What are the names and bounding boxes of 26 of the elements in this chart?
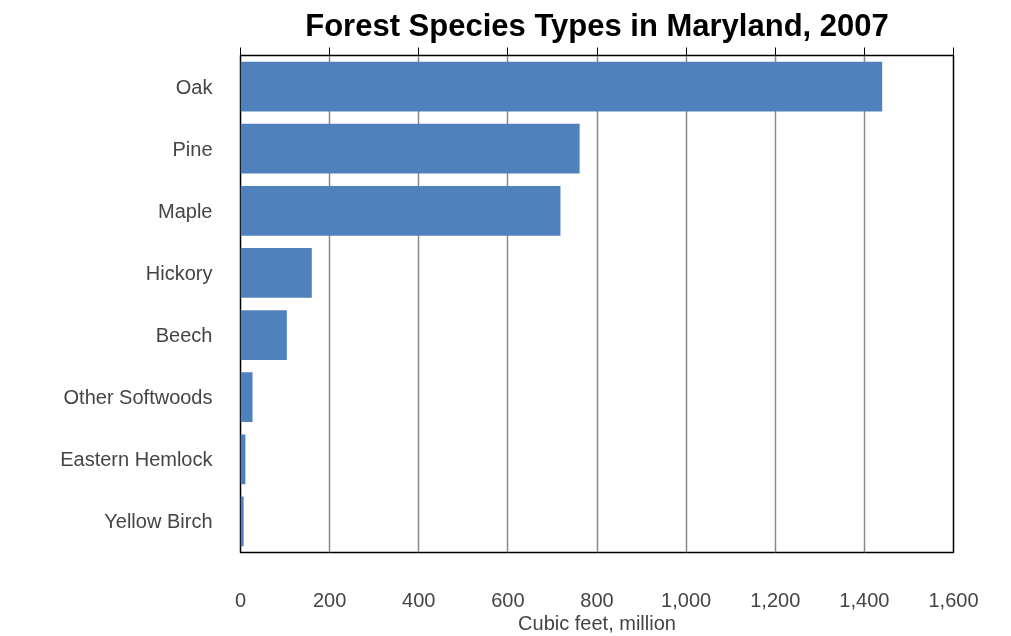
bar bbox=[240, 248, 312, 298]
x-tick-label: 1,600 bbox=[928, 588, 979, 611]
bar bbox=[240, 185, 561, 236]
y-tick-label: Oak bbox=[175, 75, 214, 98]
bar bbox=[240, 310, 287, 360]
bar bbox=[240, 372, 253, 423]
chart-title: Forest Species Types in Maryland, 2007 bbox=[305, 7, 889, 43]
x-tick-label: 1,400 bbox=[839, 588, 890, 611]
x-tick-label: 1,000 bbox=[661, 588, 712, 611]
x-tick-label: 400 bbox=[402, 588, 436, 611]
bar bbox=[240, 61, 883, 112]
bar bbox=[240, 123, 580, 174]
bar bbox=[240, 496, 244, 547]
x-axis-title: Cubic feet, million bbox=[518, 611, 676, 634]
y-tick-label: Maple bbox=[158, 199, 213, 222]
x-tick-label: 600 bbox=[491, 588, 525, 611]
y-tick-label: Hickory bbox=[145, 261, 213, 284]
x-tick-label: 200 bbox=[312, 588, 347, 611]
x-tick-label: 0 bbox=[234, 588, 247, 611]
y-tick-label: Eastern Hemlock bbox=[60, 448, 214, 471]
y-tick-label: Beech bbox=[155, 324, 213, 347]
y-tick-label: Yellow Birch bbox=[104, 510, 213, 533]
y-tick-label: Other Softwoods bbox=[63, 386, 213, 409]
x-tick-label: 800 bbox=[580, 588, 614, 611]
y-tick-label: Pine bbox=[172, 137, 213, 160]
x-tick-label: 1,200 bbox=[750, 588, 801, 611]
